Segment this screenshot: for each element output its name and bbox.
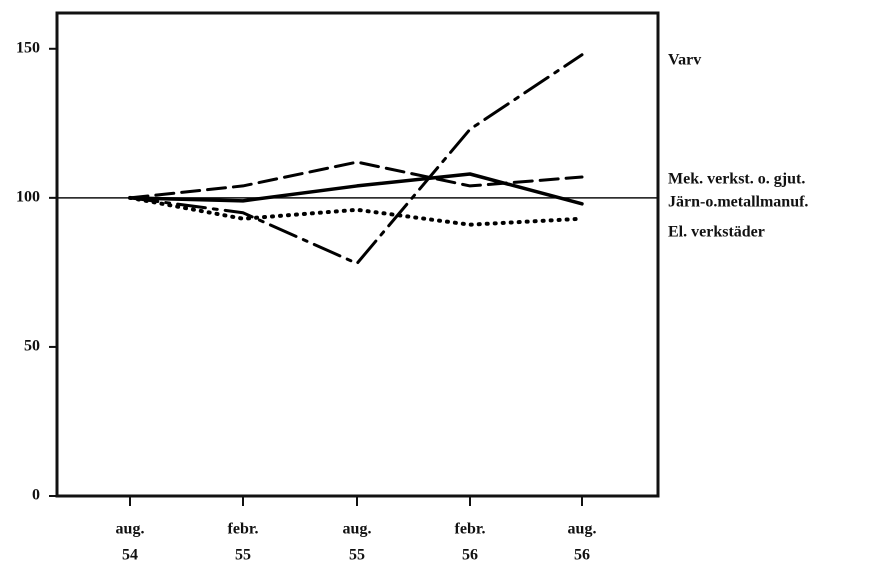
- series-line: [128, 195, 584, 227]
- y-tick-label: 50: [24, 338, 40, 355]
- series-line: [128, 172, 584, 206]
- x-tick-label: febr.: [228, 521, 259, 538]
- x-tick-label: 54: [122, 547, 138, 564]
- x-tick-label: febr.: [455, 521, 486, 538]
- series-label: Varv: [668, 51, 701, 68]
- y-tick-label: 0: [32, 487, 40, 504]
- x-tick-label: 56: [462, 547, 478, 564]
- x-tick-label: aug.: [343, 521, 372, 538]
- series-line: [128, 160, 584, 200]
- series-label: Järn-o.metallmanuf.: [668, 194, 808, 211]
- series-label: Mek. verkst. o. gjut.: [668, 171, 805, 188]
- plot-frame: [55, 11, 660, 498]
- x-tick-label: 55: [349, 547, 365, 564]
- y-tick-label: 150: [16, 39, 40, 56]
- x-tick-label: aug.: [116, 521, 145, 538]
- series-label: El. verkstäder: [668, 224, 765, 241]
- y-tick-label: 100: [16, 189, 40, 206]
- x-tick-label: 55: [235, 547, 251, 564]
- x-tick-label: 56: [574, 547, 590, 564]
- series-line: [128, 53, 584, 265]
- x-tick-label: aug.: [568, 521, 597, 538]
